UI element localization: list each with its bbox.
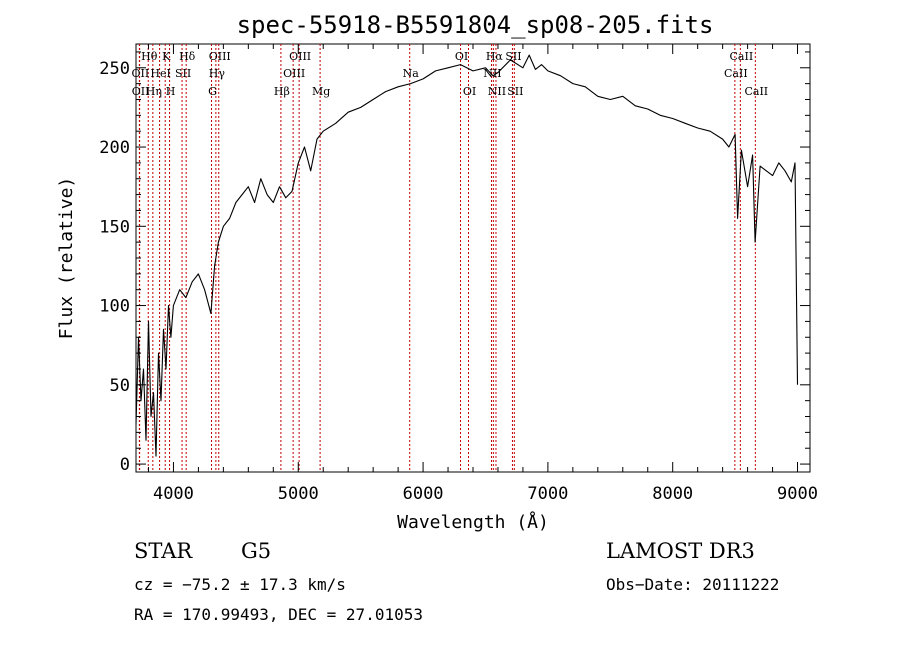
series-layer xyxy=(135,54,799,457)
y-tick-label: 150 xyxy=(99,217,130,237)
spectral-line-label: SII xyxy=(507,85,523,98)
x-tick-label: 6000 xyxy=(403,484,444,504)
spectral-line-label: OII xyxy=(132,85,150,98)
object-subclass: G5 xyxy=(241,539,271,563)
spectral-line-label: H xyxy=(166,85,176,98)
spectral-line-label: OI xyxy=(455,50,468,63)
spectral-line-label: CaII xyxy=(730,50,754,63)
spectral-line-label: Hβ xyxy=(274,85,290,98)
redshift-cz: cz = −75.2 ± 17.3 km/s xyxy=(134,575,346,594)
spectral-line-label: OI xyxy=(463,85,476,98)
spectral-line-label: Hδ xyxy=(179,50,196,63)
spectral-line-label: G xyxy=(208,85,217,98)
spectral-line-label: Mg xyxy=(312,85,330,98)
x-axis-label: Wavelength (Å) xyxy=(397,511,549,533)
x-tick-label: 7000 xyxy=(527,484,568,504)
spectral-line-label: Hη xyxy=(146,85,162,98)
survey-name: LAMOST DR3 xyxy=(606,539,755,563)
axis-ticks: 4000 5000 6000 7000 8000 9000 0 50 100 150 200 250 xyxy=(99,44,818,504)
plot-frame xyxy=(135,43,811,473)
y-axis-label: Flux (relative) xyxy=(56,177,77,340)
spectral-line-label: OIII xyxy=(289,50,311,63)
spectral-line-label: SII xyxy=(175,67,191,80)
spectral-line-label: CaII xyxy=(744,85,768,98)
y-tick-label: 50 xyxy=(110,376,130,396)
y-tick-label: 100 xyxy=(99,297,130,317)
x-tick-label: 9000 xyxy=(777,484,818,504)
y-tick-label: 200 xyxy=(99,138,130,158)
spectral-line-label: Hγ xyxy=(209,67,226,80)
spectral-line-label: CaII xyxy=(724,67,748,80)
spectral-lines xyxy=(138,44,756,472)
spectral-line-label: Na xyxy=(403,67,420,80)
obs-date: Obs−Date: 20111222 xyxy=(606,575,779,594)
spectral-line-label: K xyxy=(162,50,171,63)
y-tick-label: 250 xyxy=(99,59,130,79)
chart-title: spec-55918-B5591804_sp08-205.fits xyxy=(237,11,714,39)
line-labels: Hθ OII OII K HeI Hη Hδ SII H OIII Hγ G OIII OIII Hβ Mg N… xyxy=(132,50,769,98)
ra-dec: RA = 170.99493, DEC = 27.01053 xyxy=(134,605,423,624)
flux-series-line xyxy=(135,54,799,457)
x-tick-label: 8000 xyxy=(652,484,693,504)
spectral-line-label: NII xyxy=(488,85,506,98)
x-tick-label: 4000 xyxy=(153,484,194,504)
spectral-line-label: Hθ xyxy=(141,50,158,63)
spectral-line-label: OII xyxy=(132,67,150,80)
spectral-line-label: SII xyxy=(505,50,521,63)
y-tick-label: 0 xyxy=(120,455,130,475)
spectral-line-label: HeI xyxy=(150,67,170,80)
spectral-line-label: OIII xyxy=(283,67,305,80)
spectral-line-label: OIII xyxy=(209,50,231,63)
object-class: STAR xyxy=(134,539,193,563)
spectral-line-label: NII xyxy=(483,67,501,80)
x-tick-label: 5000 xyxy=(278,484,319,504)
spectral-line-label: Hα xyxy=(486,50,504,63)
